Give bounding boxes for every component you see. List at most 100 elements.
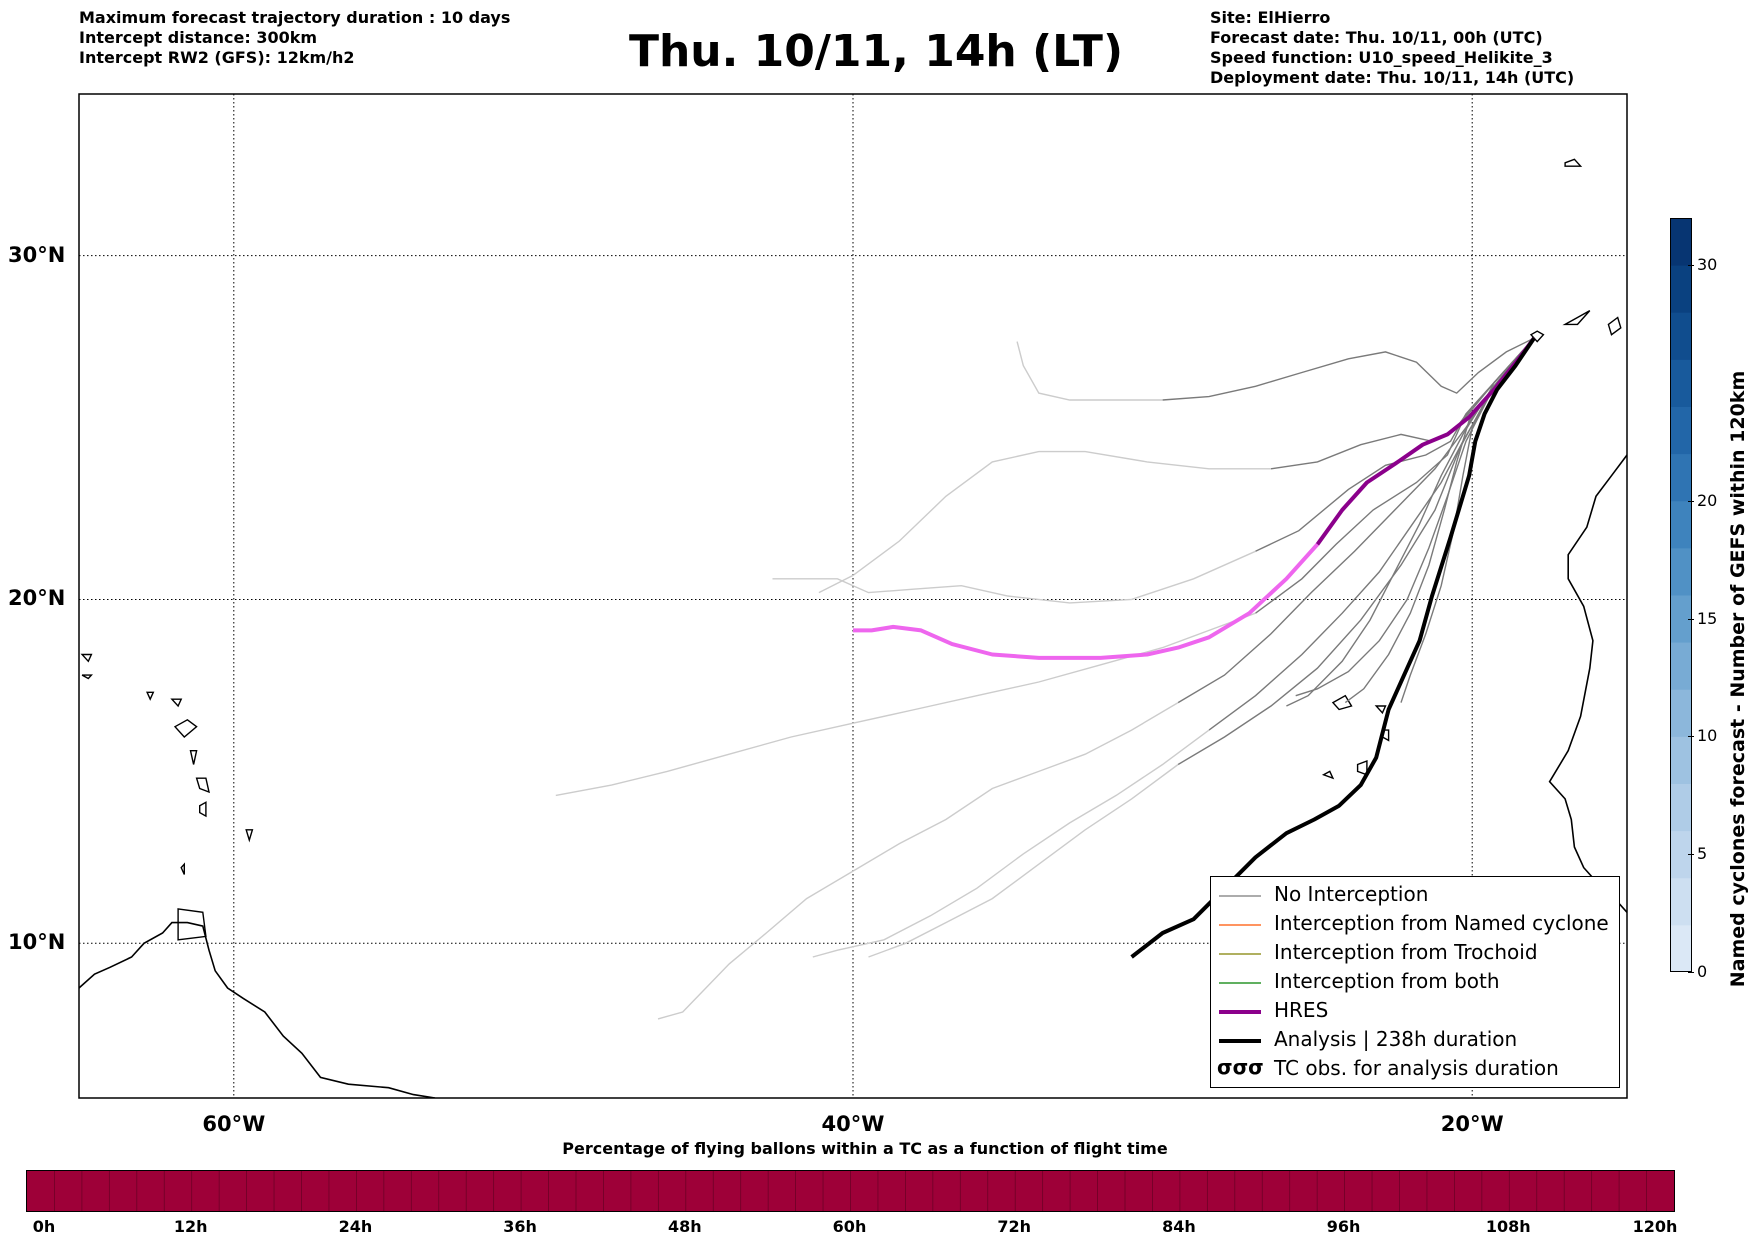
lat-label-20n: 20°N bbox=[8, 586, 66, 611]
colorbar-tick-mark bbox=[1688, 854, 1694, 856]
colorbar-tick-mark bbox=[1688, 972, 1694, 973]
island-outline bbox=[1374, 705, 1387, 715]
page-title: Thu. 10/11, 14h (LT) bbox=[628, 26, 1124, 77]
island-outline bbox=[1331, 694, 1353, 711]
legend-item-hres: HRES bbox=[1211, 997, 1619, 1026]
colorbar bbox=[1670, 218, 1692, 972]
header-deployment-date: Deployment date: Thu. 10/11, 14h (UTC) bbox=[1210, 68, 1575, 87]
colorbar-frame bbox=[1670, 218, 1692, 972]
header-intercept-distance: Intercept distance: 300km bbox=[79, 28, 318, 47]
colorbar-segment bbox=[1670, 359, 1692, 407]
percentage-bar-tick-label: 96h bbox=[1326, 1217, 1361, 1236]
legend-swatch bbox=[1219, 953, 1261, 955]
percentage-bar-tick-label: 0h bbox=[32, 1217, 56, 1236]
legend-label: Interception from Named cyclone bbox=[1274, 911, 1609, 935]
lon-label-20w: 20°W bbox=[1440, 1112, 1504, 1136]
colorbar-segment bbox=[1670, 547, 1692, 596]
legend-swatch bbox=[1219, 1039, 1261, 1043]
legend-swatch bbox=[1219, 1010, 1261, 1014]
percentage-bar-title: Percentage of flying ballons within a TC… bbox=[562, 1139, 1168, 1158]
gefs-trajectory-late bbox=[657, 701, 1179, 1020]
island-outline bbox=[180, 862, 186, 875]
lat-label-10n: 10°N bbox=[8, 930, 66, 955]
colorbar-segment bbox=[1670, 218, 1692, 266]
legend-swatch bbox=[1219, 924, 1261, 926]
island-outline bbox=[245, 829, 254, 843]
colorbar-tick-label: 30 bbox=[1697, 255, 1718, 275]
legend-label: No Interception bbox=[1274, 882, 1429, 906]
colorbar-segment bbox=[1670, 642, 1692, 690]
island-outline bbox=[1562, 309, 1591, 326]
island-outline bbox=[1649, 300, 1665, 317]
island-outline bbox=[146, 691, 155, 701]
island-outline bbox=[81, 674, 93, 680]
legend-label: HRES bbox=[1274, 998, 1329, 1022]
legend: No Interception Interception from Named … bbox=[1210, 876, 1620, 1088]
gefs-trajectory-late bbox=[555, 612, 1256, 797]
header-right: Site: ElHierro Forecast date: Thu. 10/11… bbox=[1210, 8, 1574, 88]
colorbar-segment bbox=[1670, 830, 1692, 879]
island-outline bbox=[1564, 158, 1583, 167]
gefs-trajectory bbox=[1177, 337, 1535, 766]
percentage-bar-divisions bbox=[54, 1171, 1647, 1211]
hres-trajectory-late bbox=[853, 543, 1319, 660]
gefs-trajectory-late bbox=[812, 729, 1210, 958]
percentage-bar-tick-label: 36h bbox=[503, 1217, 537, 1236]
colorbar-segment bbox=[1670, 453, 1692, 502]
colorbar-tick-mark bbox=[1688, 265, 1694, 267]
header-intercept-rw2: Intercept RW2 (GFS): 12km/h2 bbox=[79, 48, 355, 67]
lat-label-30n: 30°N bbox=[8, 242, 66, 267]
colorbar-tick-label: 0 bbox=[1697, 962, 1708, 981]
colorbar-tick-mark bbox=[1688, 500, 1694, 502]
percentage-bar-tick-label: 72h bbox=[997, 1217, 1032, 1236]
gefs-trajectory bbox=[1255, 337, 1535, 552]
header-left: Maximum forecast trajectory duration : 1… bbox=[79, 8, 510, 68]
coastline-south-america bbox=[79, 921, 436, 1098]
lon-label-60w: 60°W bbox=[202, 1112, 266, 1136]
island-outline bbox=[173, 718, 198, 738]
legend-label: Interception from both bbox=[1274, 969, 1500, 993]
legend-item-analysis: Analysis | 238h duration bbox=[1211, 1026, 1619, 1055]
percentage-bar-tick-label: 108h bbox=[1485, 1217, 1531, 1236]
legend-item-trochoid: Interception from Trochoid bbox=[1211, 939, 1619, 968]
tc-symbol-icon: σσσ bbox=[1217, 1055, 1264, 1079]
gefs-trajectory bbox=[1255, 337, 1535, 614]
legend-label: Analysis | 238h duration bbox=[1274, 1027, 1518, 1051]
header-forecast-date: Forecast date: Thu. 10/11, 00h (UTC) bbox=[1210, 28, 1543, 47]
percentage-bar-tick-label: 24h bbox=[338, 1217, 373, 1236]
legend-label: TC obs. for analysis duration bbox=[1274, 1056, 1559, 1080]
legend-item-named-cyclone: Interception from Named cyclone bbox=[1211, 910, 1619, 939]
gefs-trajectory bbox=[1286, 337, 1535, 707]
island-outline bbox=[1607, 316, 1622, 336]
hres-trajectory bbox=[1315, 336, 1536, 546]
percentage-bar-tick-label: 84h bbox=[1162, 1217, 1196, 1236]
legend-swatch bbox=[1219, 982, 1261, 984]
colorbar-segment bbox=[1670, 406, 1692, 455]
island-outline bbox=[170, 698, 183, 708]
colorbar-segment bbox=[1670, 877, 1692, 926]
island-outline bbox=[177, 908, 207, 941]
map-content bbox=[79, 94, 1665, 1098]
analysis-trajectory bbox=[1130, 336, 1536, 959]
percentage-bar-tick-label: 12h bbox=[173, 1217, 208, 1236]
header-duration: Maximum forecast trajectory duration : 1… bbox=[79, 8, 511, 27]
colorbar-tick-mark bbox=[1688, 736, 1694, 738]
colorbar-tick-label: 10 bbox=[1697, 726, 1718, 746]
colorbar-segment bbox=[1670, 265, 1692, 313]
colorbar-tick-label: 20 bbox=[1697, 490, 1718, 510]
map-frame bbox=[78, 93, 1628, 1099]
colorbar-segment bbox=[1670, 689, 1692, 737]
percentage-bar bbox=[26, 1170, 1675, 1212]
gefs-trajectory bbox=[1344, 337, 1535, 704]
gefs-trajectory bbox=[1162, 337, 1535, 401]
colorbar-segment bbox=[1670, 783, 1692, 832]
gefs-trajectory bbox=[1295, 337, 1535, 697]
island-outline bbox=[195, 777, 210, 794]
island-outline bbox=[198, 801, 207, 818]
percentage-bar-tick-label: 120h bbox=[1632, 1217, 1678, 1236]
gefs-trajectory-late bbox=[1016, 341, 1163, 401]
gefs-trajectory bbox=[1177, 337, 1535, 704]
legend-swatch bbox=[1219, 895, 1261, 897]
header-speed-function: Speed function: U10_speed_Helikite_3 bbox=[1210, 48, 1553, 67]
